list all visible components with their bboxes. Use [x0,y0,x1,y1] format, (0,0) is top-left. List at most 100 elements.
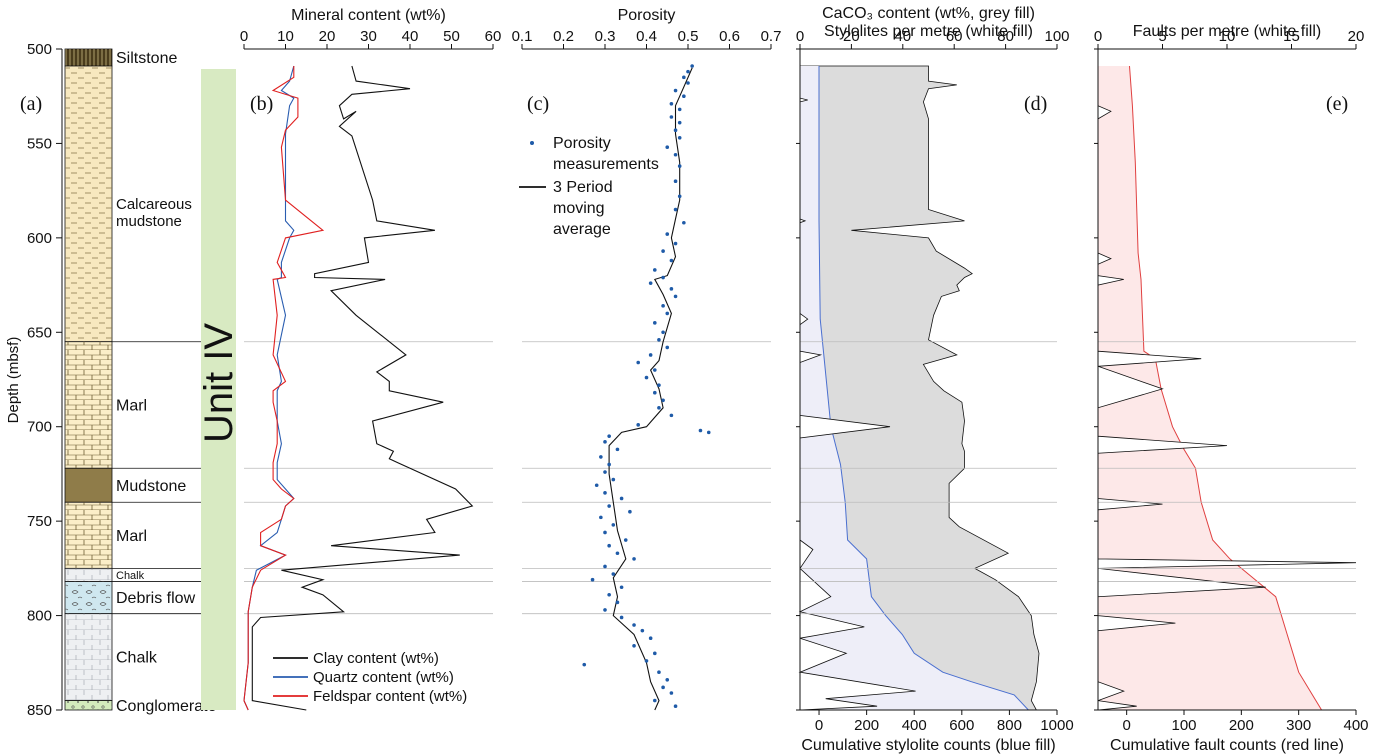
porosity-point [673,704,678,709]
porosity-point [599,455,603,459]
legend-label-1: Quartz content (wt%) [313,669,454,686]
lithology-pattern-0 [65,49,112,66]
legend-label-points: measurements [553,156,659,173]
lithology-label: Marl [116,528,147,545]
porosity-point [619,615,624,620]
porosity-point [582,662,587,667]
top-tick-label: 0.7 [761,28,782,45]
porosity-point [686,81,690,85]
porosity-point [673,207,678,212]
porosity-point [590,577,595,582]
porosity-point [644,375,649,380]
porosity-point [636,423,640,427]
porosity-point [632,557,636,561]
porosity-point [682,94,686,99]
bottom-tick-label: 400 [1343,717,1368,734]
lithology-label: Debris flow [116,590,196,607]
bottom-tick-label: 200 [1229,717,1254,734]
porosity-point [677,164,682,168]
lithology-pattern-1 [65,65,112,342]
porosity-point [607,592,611,597]
porosity-point [673,294,678,299]
porosity-point [665,311,670,316]
depth-tick-label: 500 [27,41,52,58]
lithology-pattern-5 [65,568,112,582]
porosity-point [661,275,665,280]
porosity-point [653,268,657,272]
top-tick-label: 40 [894,28,911,45]
depth-tick-label: 850 [27,702,52,719]
porosity-point [653,321,657,325]
porosity-point [636,360,640,365]
top-tick-label: 30 [360,28,377,45]
porosity-point [607,462,611,467]
panel-label-c: (c) [527,93,549,115]
lithology-label: Mudstone [116,478,186,495]
cumulative-fault-area [1098,65,1322,711]
top-tick-label: 0.6 [719,28,740,45]
panel-label-a: (a) [20,93,42,115]
top-tick-label: 10 [277,28,294,45]
porosity-point [661,685,665,690]
top-tick-label: 100 [1044,28,1069,45]
porosity-point [619,496,624,501]
depth-axis-label: Depth (mbsf) [5,337,22,424]
unit-bar-fill [201,69,236,710]
top-tick-label: 20 [1348,28,1365,45]
top-tick-label: 0.5 [678,28,699,45]
bottom-tick-label: 400 [902,717,927,734]
porosity-point [607,434,611,438]
top-tick-label: 20 [843,28,860,45]
porosity-point [673,179,678,183]
bottom-tick-label: 0 [1122,717,1130,734]
porosity-point [648,636,653,641]
porosity-point [632,623,636,627]
porosity-point [677,107,682,112]
porosity-point [690,64,694,68]
porosity-point [603,530,607,535]
porosity-point [594,483,599,488]
porosity-point [615,551,620,556]
lithology-pattern-2 [65,341,112,469]
porosity-point [603,440,607,444]
porosity-point [603,564,607,569]
porosity-point [673,241,678,246]
depth-tick-label: 600 [27,230,52,247]
porosity-point [615,447,620,452]
panel-b-title: Mineral content (wt%) [291,7,446,24]
porosity-point [665,345,670,350]
porosity-point [607,504,611,508]
porosity-point [665,145,670,150]
porosity-point [673,128,678,133]
porosity-point [669,258,674,263]
porosity-point [706,430,711,435]
porosity-point [682,75,686,80]
porosity-point [653,698,657,703]
legend-label-points: Porosity [553,135,611,152]
porosity-point [661,398,665,403]
panel-b-mineral-content: 0 10 20 30 40 50 60 Mineral content (wt%) (b) Cla… [240,7,502,711]
lithology-label: Calcareous [116,196,192,213]
lithology-label: mudstone [116,213,182,230]
top-tick-label: 60 [485,28,502,45]
lithology-label: Marl [116,398,147,415]
porosity-point [623,538,628,542]
lithology-label: Conglomerate [116,698,217,715]
porosity-point [665,232,670,236]
lithology-label: Chalk [116,650,158,667]
top-tick-label: 80 [997,28,1014,45]
panel-c-title: Porosity [618,7,676,24]
porosity-point [669,691,674,695]
bottom-tick-label: 0 [815,717,823,734]
panel-label-e: (e) [1326,93,1348,115]
top-tick-label: 0.2 [553,28,574,45]
caco3-area [799,65,1040,711]
porosity-point [661,304,665,308]
panel-d-title-line-2: Stylolites per metre (white fill) [824,23,1033,40]
porosity-point [619,585,624,590]
lithology-pattern-4 [65,502,112,569]
porosity-point [603,491,607,495]
